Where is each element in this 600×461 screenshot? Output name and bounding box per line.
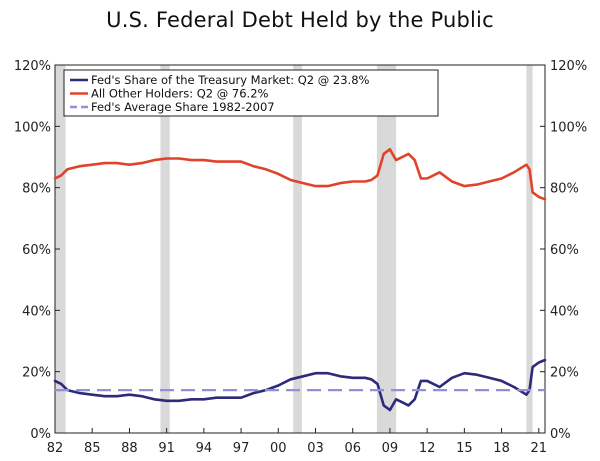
- y-tick-label-left: 60%: [22, 243, 51, 258]
- y-tick-label-right: 40%: [550, 304, 579, 319]
- y-tick-label-right: 60%: [550, 243, 579, 258]
- y-tick-label-left: 80%: [22, 182, 51, 197]
- x-tick-label: 88: [121, 441, 138, 456]
- recession-band-2: [293, 65, 302, 433]
- y-tick-label-left: 0%: [30, 427, 51, 442]
- recession-band-1: [160, 65, 170, 433]
- series-line-0: [53, 358, 547, 412]
- x-tick-label: 91: [158, 441, 175, 456]
- legend: Fed's Share of the Treasury Market: Q2 @…: [63, 69, 439, 117]
- legend-label-1: All Other Holders: Q2 @ 76.2%: [91, 87, 269, 101]
- legend-box: [63, 69, 439, 117]
- x-tick-label: 97: [233, 441, 250, 456]
- y-tick-label-right: 80%: [550, 182, 579, 197]
- axes: 0% 0% 20% 20% 40% 40% 60% 60% 80% 80% 100% 100% 120%…: [14, 59, 587, 456]
- y-tick-label-right: 120%: [550, 59, 587, 74]
- recession-band-0: [55, 65, 66, 433]
- y-tick-label-left: 100%: [14, 120, 51, 135]
- chart-title: U.S. Federal Debt Held by the Public: [106, 8, 494, 32]
- x-tick-label: 12: [419, 441, 436, 456]
- recession-band-3: [376, 65, 397, 433]
- series-line-1: [53, 148, 547, 201]
- x-tick-label: 21: [531, 441, 548, 456]
- legend-label-0: Fed's Share of the Treasury Market: Q2 @…: [91, 73, 370, 87]
- x-tick-label: 85: [84, 441, 101, 456]
- y-tick-label-left: 120%: [14, 59, 51, 74]
- x-tick-label: 15: [456, 441, 473, 456]
- x-tick-label: 06: [344, 441, 361, 456]
- series-lines: [53, 148, 547, 412]
- x-tick-label: 94: [196, 441, 213, 456]
- x-tick-label: 00: [270, 441, 287, 456]
- y-tick-label-right: 100%: [550, 120, 587, 135]
- x-tick-label: 18: [493, 441, 510, 456]
- x-tick-label: 82: [47, 441, 64, 456]
- y-tick-label-left: 40%: [22, 304, 51, 319]
- y-tick-label-right: 0%: [550, 427, 571, 442]
- recession-band-4: [526, 65, 533, 433]
- y-tick-label-right: 20%: [550, 366, 579, 381]
- y-tick-label-left: 20%: [22, 366, 51, 381]
- x-tick-label: 09: [382, 441, 399, 456]
- x-tick-label: 03: [307, 441, 324, 456]
- legend-label-2: Fed's Average Share 1982-2007: [91, 100, 275, 114]
